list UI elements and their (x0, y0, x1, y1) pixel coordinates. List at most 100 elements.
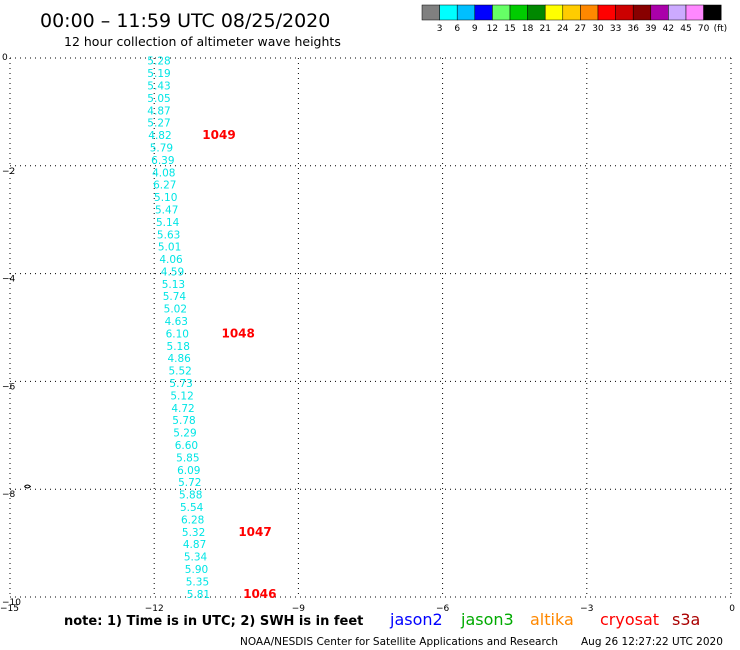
footer-timestamp: Aug 26 12:27:22 UTC 2020 (581, 636, 723, 648)
wave-height-point: 4.72 (171, 403, 194, 415)
wave-height-point: 4.63 (165, 316, 188, 328)
x-tick-label: 0 (729, 604, 735, 614)
color-scale-label: 12 (487, 24, 498, 34)
wave-height-point: 5.27 (147, 118, 170, 130)
wave-height-point: 5.90 (185, 564, 208, 576)
color-swatch (527, 4, 546, 21)
color-swatch (509, 4, 528, 21)
color-scale-label: 45 (680, 24, 691, 34)
wave-height-point: 5.01 (158, 242, 181, 254)
color-scale-label: 27 (575, 24, 586, 34)
wave-height-point: 6.39 (151, 155, 174, 167)
x-tick-label: −3 (580, 604, 593, 614)
y-tick-label: −4 (2, 275, 16, 285)
color-scale-label: 36 (627, 24, 639, 34)
wave-height-point: 6.28 (181, 514, 204, 526)
wave-height-point: 5.78 (172, 415, 195, 427)
wave-height-point: 6.27 (153, 180, 176, 192)
wave-height-point: 4.06 (159, 254, 183, 266)
color-swatch (492, 4, 511, 21)
wave-height-point: 5.81 (187, 589, 210, 601)
satellite-label-s3a: s3a (672, 610, 700, 629)
color-scale-label: 15 (504, 24, 515, 34)
color-swatch (580, 4, 599, 21)
wave-height-point: 5.43 (147, 80, 170, 92)
color-scale-label: 39 (645, 24, 657, 34)
color-scale-label: 42 (663, 24, 674, 34)
wave-height-point: 5.10 (154, 192, 177, 204)
satellite-label-jason2: jason2 (389, 610, 443, 629)
color-swatch (421, 4, 440, 21)
satellite-label-altika: altika (530, 610, 574, 629)
wave-height-point: 5.72 (178, 477, 201, 489)
wave-height-point: 5.28 (147, 56, 170, 68)
color-swatch (650, 4, 669, 21)
y-tick-label: 0 (2, 53, 8, 63)
wave-height-point: 5.47 (155, 204, 178, 216)
x-tick-label: −6 (436, 604, 450, 614)
color-scale-label: 6 (454, 24, 460, 34)
footer-credit: NOAA/NESDIS Center for Satellite Applica… (240, 636, 558, 648)
color-swatch (544, 4, 564, 21)
wave-height-point: 6.09 (177, 465, 200, 477)
wave-height-point: 5.19 (147, 68, 170, 80)
wave-height-point: 4.59 (161, 266, 184, 278)
y-tick-label: −10 (2, 598, 21, 608)
time-label: 1048 (221, 326, 254, 340)
wave-height-point: 6.10 (166, 328, 189, 340)
color-scale-label: 33 (610, 24, 621, 34)
x-tick-label: −9 (292, 604, 306, 614)
wave-height-point: 5.13 (162, 279, 185, 291)
footer-note: note: 1) Time is in UTC; 2) SWH is in fe… (64, 614, 363, 629)
satellite-label-cryosat: cryosat (600, 610, 659, 629)
color-swatch (703, 4, 722, 21)
color-scale-label: 30 (592, 24, 604, 34)
color-swatch (685, 4, 704, 21)
wave-height-point: 5.52 (168, 366, 191, 378)
wave-height-point: 4.86 (167, 353, 191, 365)
x-tick-label: −12 (145, 604, 164, 614)
satellite-legend: jason2 jason3 altika cryosat s3a (389, 610, 700, 629)
satellite-label-jason3: jason3 (460, 610, 514, 629)
wave-height-point: 5.34 (184, 552, 208, 564)
plot-area: −15 −12 −9 −6 −3 00−2−4−6−8−105.285.195.435.0… (0, 53, 735, 614)
wave-height-point: 6.60 (175, 440, 198, 452)
color-swatch (439, 4, 458, 21)
wave-height-point: 5.12 (170, 390, 193, 402)
wave-height-point: 5.05 (147, 93, 170, 105)
wave-height-point: 5.73 (169, 378, 192, 390)
coastline-mark (24, 484, 32, 489)
chart-title: 00:00 – 11:59 UTC 08/25/2020 (40, 10, 330, 32)
color-scale-label: 70 (698, 24, 710, 34)
wave-height-point: 5.35 (186, 576, 209, 588)
wave-height-point: 5.54 (180, 502, 204, 514)
color-swatch (632, 4, 652, 21)
x-tick-label: −15 (0, 604, 19, 614)
wave-height-point: 4.87 (147, 105, 170, 117)
wave-height-point: 5.02 (164, 304, 187, 316)
wave-height-point: 5.32 (182, 527, 205, 539)
wave-height-point: 5.79 (150, 142, 173, 154)
wave-height-point: 4.87 (183, 539, 206, 551)
color-swatch (562, 4, 581, 21)
color-swatch (456, 4, 476, 21)
chart-subtitle: 12 hour collection of altimeter wave hei… (64, 34, 341, 49)
wave-height-point: 5.18 (167, 341, 190, 353)
time-label: 1049 (202, 128, 235, 142)
y-tick-label: −2 (2, 167, 15, 177)
color-swatch (474, 4, 493, 21)
wave-height-point: 5.74 (163, 291, 187, 303)
color-swatch (615, 4, 634, 21)
wave-height-point: 5.85 (176, 452, 199, 464)
y-tick-label: −8 (2, 490, 16, 500)
color-scale-label: 9 (472, 24, 478, 34)
color-swatch (668, 4, 687, 21)
wave-height-point: 4.08 (152, 167, 175, 179)
wave-height-point: 5.14 (156, 217, 180, 229)
color-swatch (597, 4, 616, 21)
wave-height-point: 5.88 (179, 490, 202, 502)
color-scale-label: 3 (437, 24, 443, 34)
time-label: 1046 (243, 587, 276, 601)
color-scale-legend: 3 6 9 12 15 18 21 24 27 30 33 36 39 42 45 70 (ft) (421, 4, 727, 34)
